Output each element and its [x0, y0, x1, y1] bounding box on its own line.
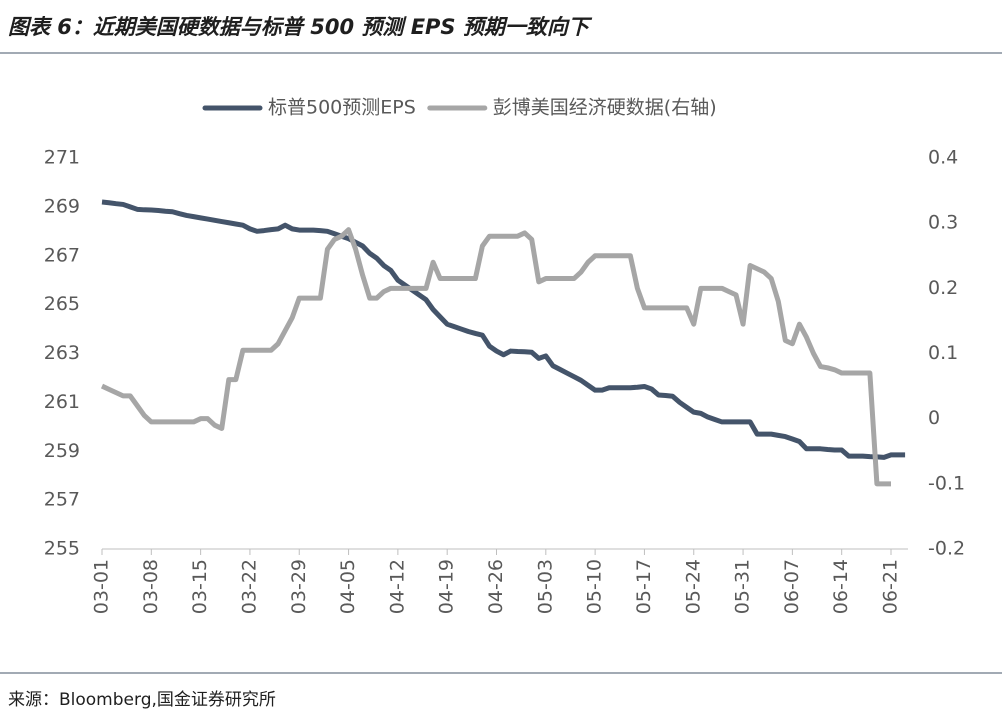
x-tick-label: 03-08 — [140, 559, 162, 614]
x-tick-label: 03-22 — [238, 559, 260, 614]
y-tick-label: 267 — [44, 244, 80, 266]
y-tick-label: 261 — [44, 391, 80, 413]
y-tick-label: 265 — [44, 293, 80, 315]
x-tick-label: 03-29 — [288, 559, 310, 614]
chart-title: 图表 6：近期美国硬数据与标普 500 预测 EPS 预期一致向下 — [8, 15, 593, 39]
series-line — [100, 227, 891, 487]
y2-tick-label: 0.4 — [928, 147, 958, 169]
x-tick-label: 05-31 — [732, 559, 754, 614]
x-tick-label: 06-07 — [781, 559, 803, 614]
y2-tick-label: 0.1 — [928, 342, 958, 364]
x-tick-label: 04-19 — [436, 559, 458, 614]
y2-tick-label: 0.3 — [928, 212, 958, 234]
y2-tick-label: -0.1 — [928, 472, 965, 494]
y-tick-label: 271 — [44, 147, 80, 169]
x-tick-label: 05-24 — [682, 559, 704, 614]
x-tick-label: 03-15 — [189, 559, 211, 614]
x-tick-label: 05-03 — [534, 559, 556, 614]
legend-label: 标普500预测EPS — [268, 97, 416, 119]
x-tick-label: 06-21 — [880, 559, 902, 614]
x-tick-label: 04-12 — [386, 559, 408, 614]
y2-tick-label: -0.2 — [928, 538, 965, 560]
y-tick-label: 259 — [44, 440, 80, 462]
y-tick-label: 257 — [44, 489, 80, 511]
x-tick-label: 05-10 — [584, 559, 606, 614]
x-tick-label: 05-17 — [633, 559, 655, 614]
y-tick-label: 269 — [44, 195, 80, 217]
y2-tick-label: 0 — [928, 407, 940, 429]
x-tick-label: 04-26 — [485, 559, 507, 614]
series-line — [101, 199, 906, 460]
x-tick-label: 03-01 — [91, 559, 113, 614]
y-tick-label: 263 — [44, 342, 80, 364]
y-tick-label: 255 — [44, 538, 80, 560]
source: 来源：Bloomberg,国金证券研究所 — [8, 690, 276, 710]
y2-tick-label: 0.2 — [928, 277, 958, 299]
x-tick-label: 04-05 — [337, 559, 359, 614]
legend-label: 彭博美国经济硬数据(右轴) — [493, 97, 717, 119]
x-tick-label: 06-14 — [830, 559, 852, 614]
